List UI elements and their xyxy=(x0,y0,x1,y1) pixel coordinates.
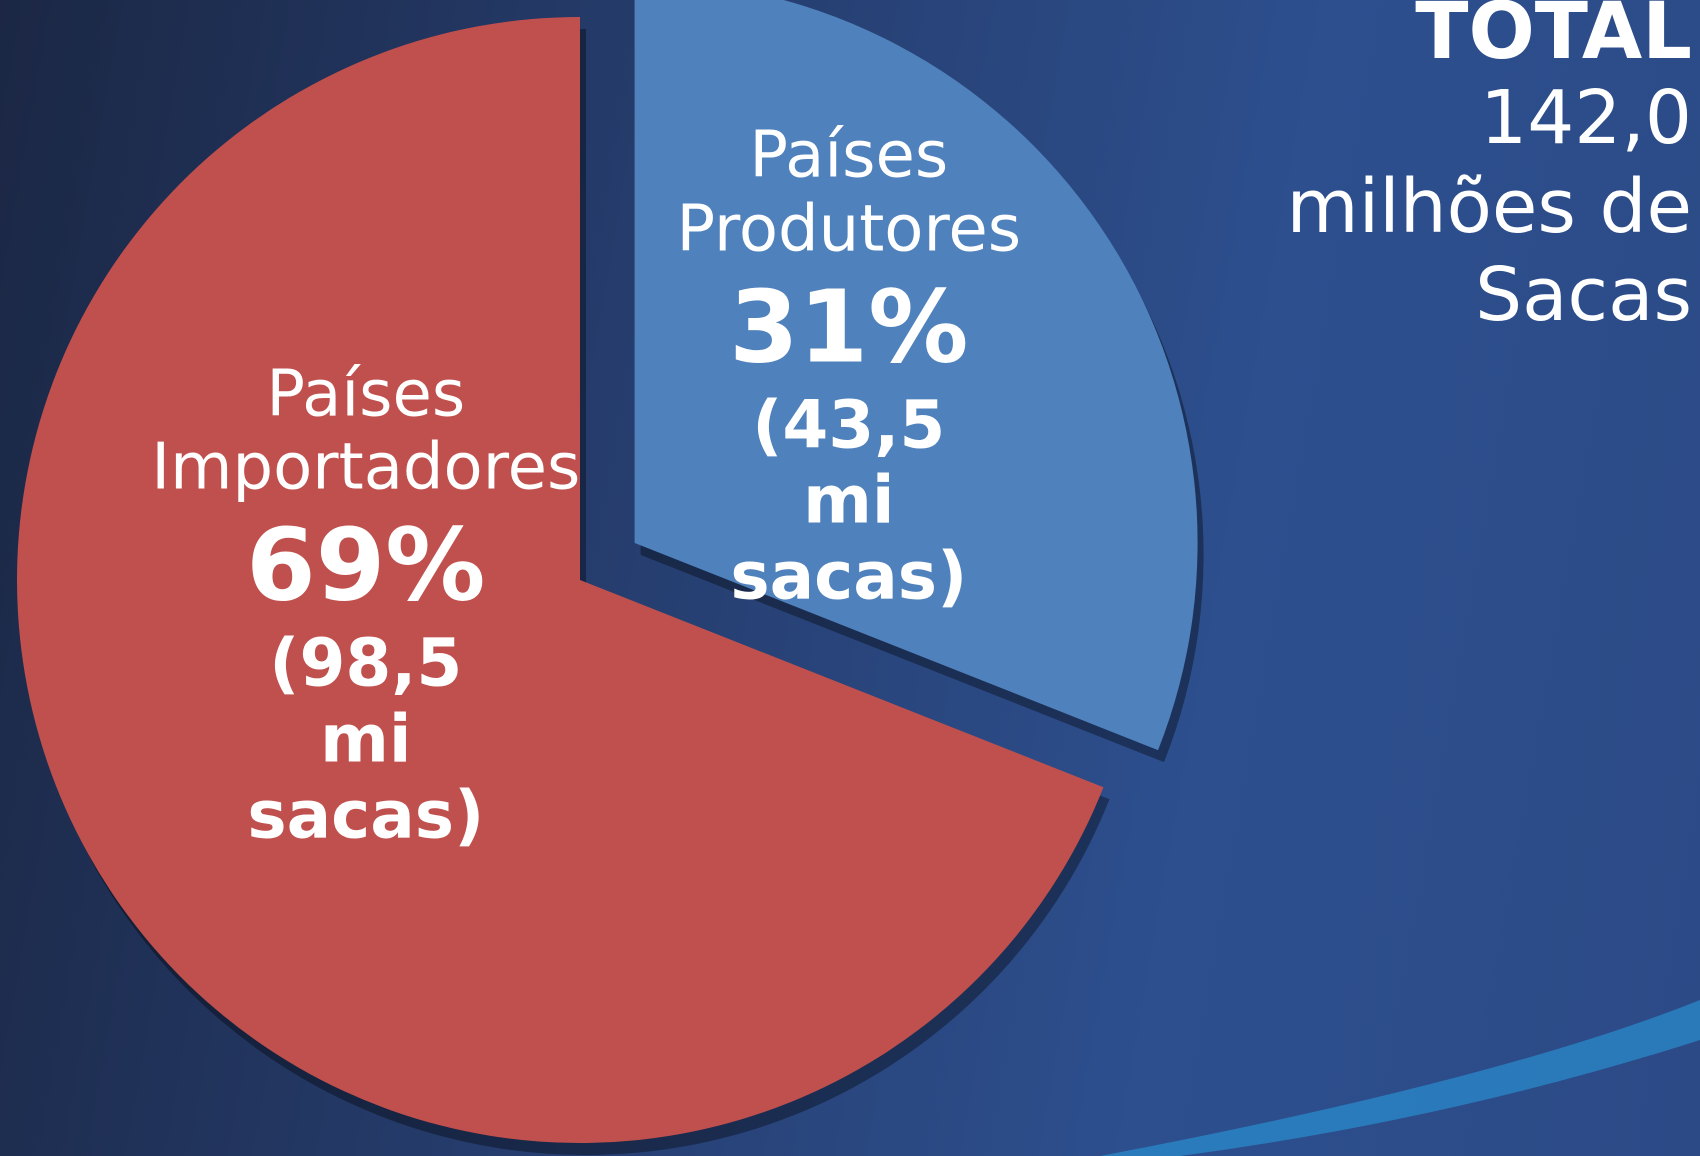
total-box: TOTAL 142,0 milhões de Sacas xyxy=(1092,0,1692,340)
total-text: 142,0 milhões de Sacas xyxy=(1286,74,1692,339)
total-label: TOTAL xyxy=(1415,0,1692,77)
category-label: Países Importadores xyxy=(151,357,581,505)
value-label: 31% xyxy=(729,268,969,386)
pie-slice xyxy=(634,0,1198,751)
pie-slice xyxy=(16,17,1104,1143)
slice-label: Países Importadores 69% (98,5 mi sacas) xyxy=(136,357,596,854)
value-detail: (98,5 mi sacas) xyxy=(247,624,485,854)
category-label: Países Produtores xyxy=(676,118,1022,267)
slice-label: Países Produtores 31% (43,5 mi sacas) xyxy=(649,118,1049,615)
decor-swoosh xyxy=(1100,1000,1700,1156)
value-label: 69% xyxy=(246,506,486,624)
value-detail: (43,5 mi sacas) xyxy=(730,386,968,615)
